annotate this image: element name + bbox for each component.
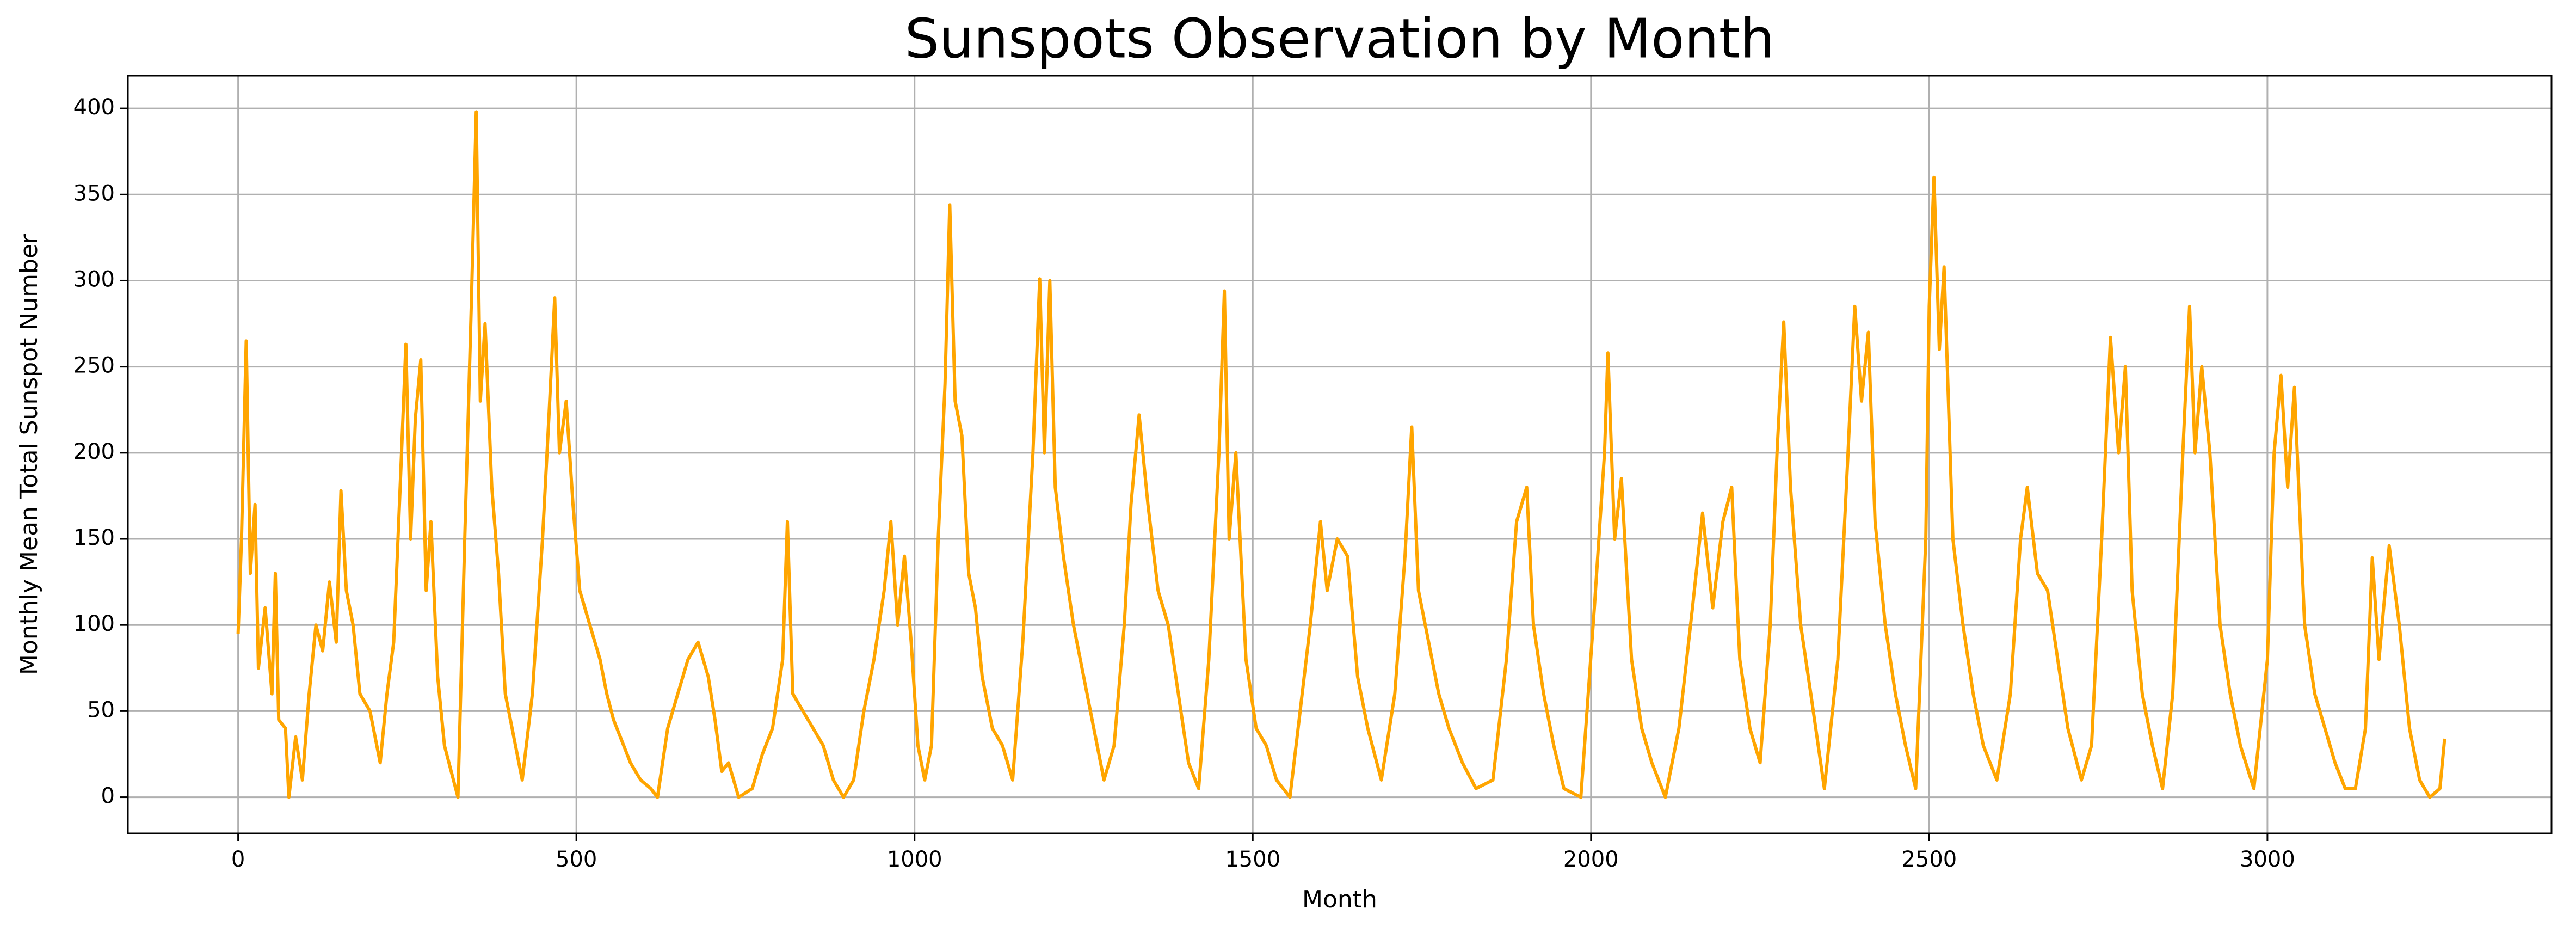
y-tick-label: 400 bbox=[73, 95, 115, 120]
y-axis-label: Monthly Mean Total Sunspot Number bbox=[15, 234, 43, 675]
y-tick-label: 50 bbox=[87, 697, 115, 722]
y-tick-label: 300 bbox=[73, 267, 115, 292]
y-tick-label: 200 bbox=[73, 439, 115, 464]
x-tick-label: 1500 bbox=[1225, 847, 1280, 872]
plot-frame bbox=[127, 75, 2553, 834]
x-tick-label: 3000 bbox=[2240, 847, 2295, 872]
x-tick-label: 500 bbox=[556, 847, 597, 872]
y-tick-label: 0 bbox=[101, 784, 115, 809]
chart-title: Sunspots Observation by Month bbox=[905, 7, 1775, 70]
y-tick-label: 150 bbox=[73, 525, 115, 550]
y-tick-label: 350 bbox=[73, 181, 115, 206]
y-tick-label: 250 bbox=[73, 353, 115, 378]
y-tick-label: 100 bbox=[73, 611, 115, 636]
x-tick-label: 1000 bbox=[887, 847, 942, 872]
x-tick-label: 0 bbox=[231, 847, 245, 872]
x-axis-label: Month bbox=[1302, 886, 1377, 913]
x-tick-label: 2000 bbox=[1563, 847, 1619, 872]
x-tick-label: 2500 bbox=[1901, 847, 1957, 872]
data-line bbox=[236, 110, 2446, 799]
